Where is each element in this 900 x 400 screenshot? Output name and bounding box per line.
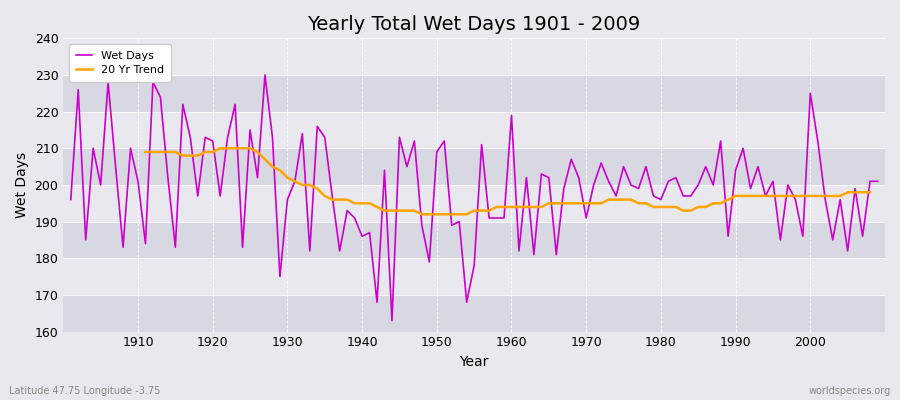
20 Yr Trend	[499, 204, 509, 209]
Line: Wet Days: Wet Days	[71, 75, 878, 320]
Wet Days	[521, 175, 532, 180]
Bar	[63, 258, 885, 295]
20 Yr Trend	[865, 190, 876, 195]
Bar	[63, 148, 885, 185]
20 Yr Trend	[707, 201, 718, 206]
Line: 20 Yr Trend: 20 Yr Trend	[146, 148, 870, 214]
Legend: Wet Days, 20 Yr Trend: Wet Days, 20 Yr Trend	[68, 44, 171, 82]
Title: Yearly Total Wet Days 1901 - 2009: Yearly Total Wet Days 1901 - 2009	[308, 15, 641, 34]
Text: Latitude 47.75 Longitude -3.75: Latitude 47.75 Longitude -3.75	[9, 386, 160, 396]
20 Yr Trend	[417, 212, 428, 217]
20 Yr Trend	[611, 197, 622, 202]
Wet Days	[259, 72, 270, 77]
20 Yr Trend	[215, 146, 226, 151]
Wet Days	[342, 208, 353, 213]
20 Yr Trend	[140, 150, 151, 154]
Wet Days	[66, 197, 77, 202]
Text: worldspecies.org: worldspecies.org	[809, 386, 891, 396]
Bar	[63, 38, 885, 75]
Bar	[63, 222, 885, 258]
Wet Days	[872, 179, 883, 184]
Bar	[63, 295, 885, 332]
Bar	[63, 75, 885, 112]
Wet Days	[514, 248, 525, 253]
Wet Days	[611, 194, 622, 198]
20 Yr Trend	[200, 150, 211, 154]
Wet Days	[297, 131, 308, 136]
Y-axis label: Wet Days: Wet Days	[15, 152, 29, 218]
Bar	[63, 112, 885, 148]
Bar	[63, 185, 885, 222]
20 Yr Trend	[558, 201, 569, 206]
20 Yr Trend	[184, 153, 195, 158]
Wet Days	[125, 146, 136, 151]
X-axis label: Year: Year	[460, 355, 489, 369]
Wet Days	[387, 318, 398, 323]
